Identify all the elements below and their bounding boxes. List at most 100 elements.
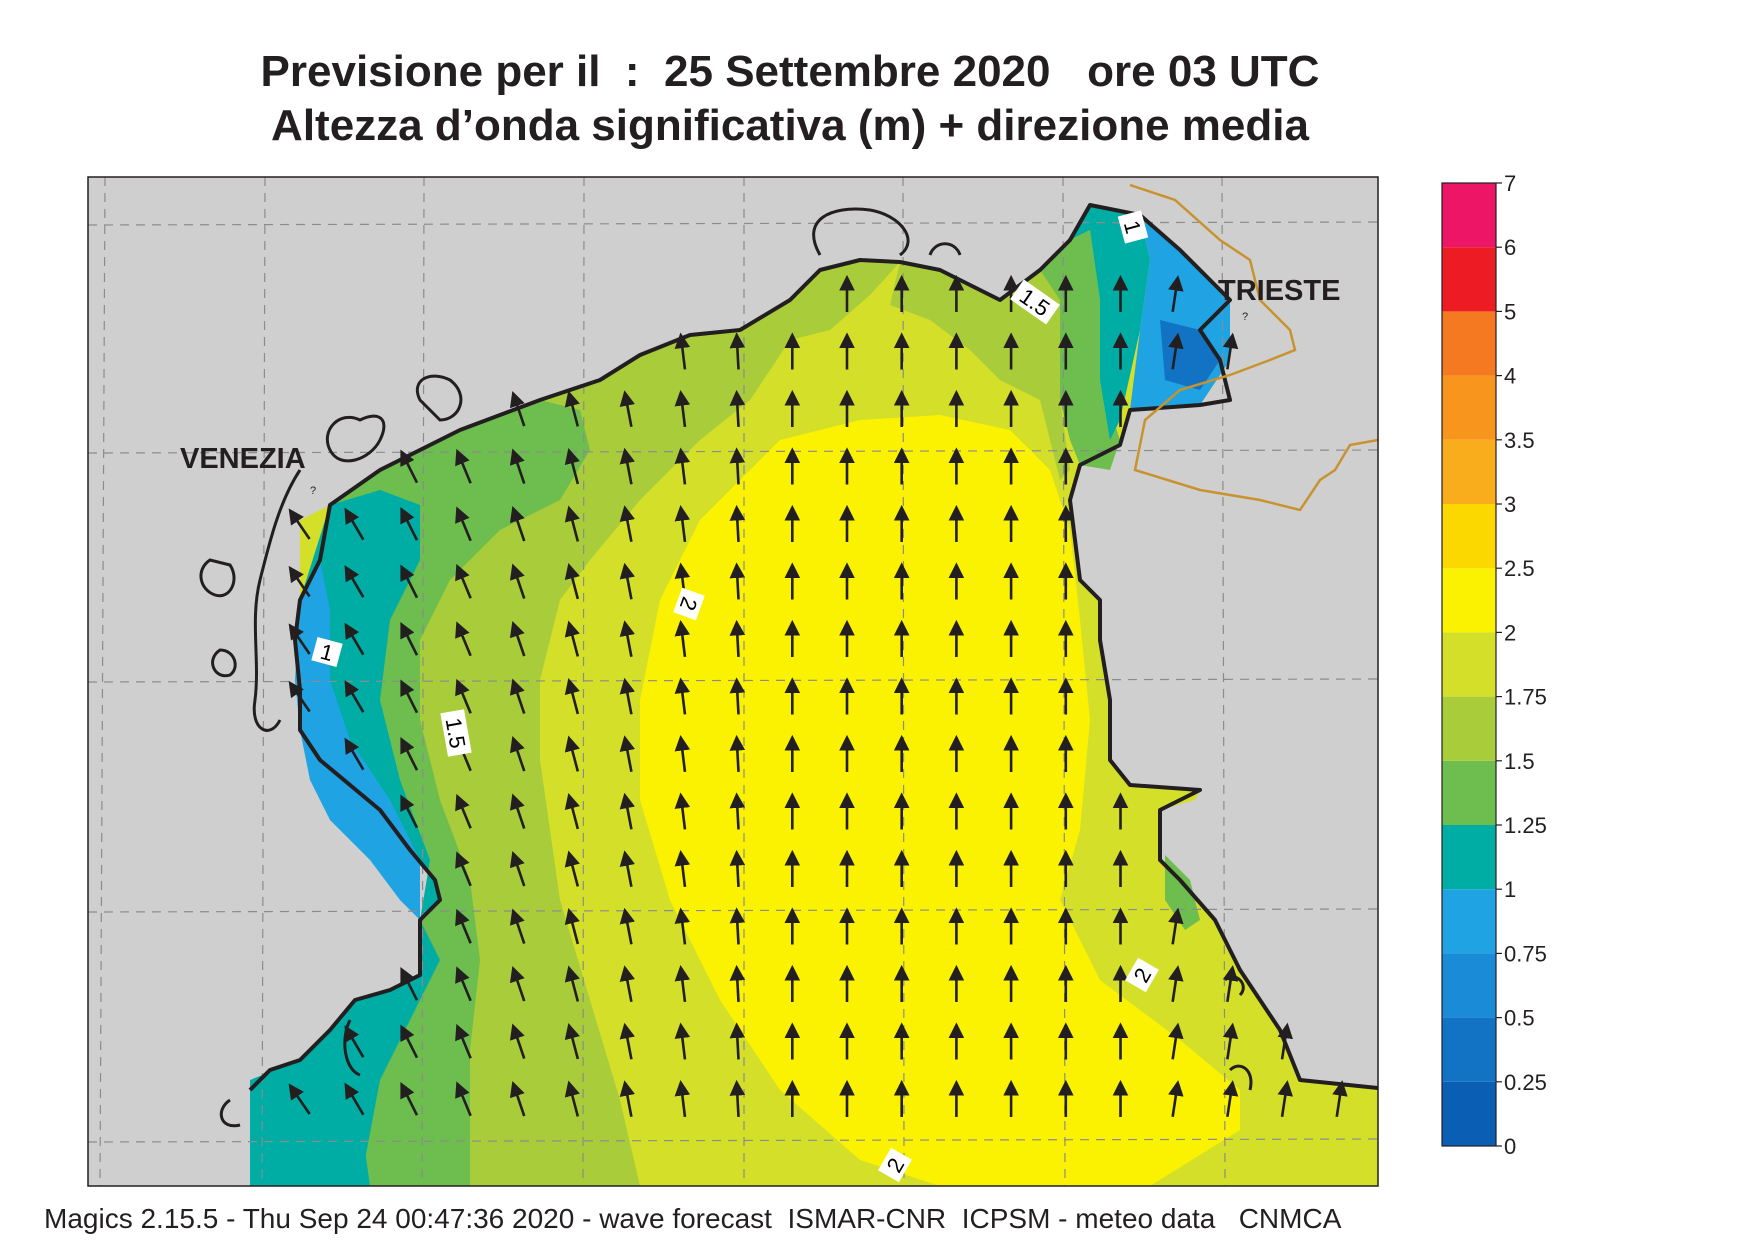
direction-arrow (729, 389, 746, 428)
direction-arrow (619, 447, 636, 485)
direction-arrow (509, 793, 526, 830)
direction-arrow (509, 1023, 526, 1060)
direction-arrow (288, 623, 311, 655)
legend-tick-label: 1.25 (1504, 813, 1547, 838)
direction-arrow (729, 677, 746, 715)
legend-border (1441, 182, 1497, 1147)
direction-arrow (674, 1022, 691, 1060)
legend-tick-label: 1.5 (1504, 749, 1535, 774)
direction-arrow (619, 562, 636, 600)
direction-arrow (619, 792, 636, 830)
direction-arrow (400, 622, 419, 656)
direction-arrow (1168, 907, 1184, 945)
direction-arrow (509, 678, 526, 715)
direction-arrow (674, 332, 691, 370)
direction-arrow (564, 793, 580, 830)
border-line (1129, 183, 1378, 512)
legend-tick-label: 0 (1504, 1134, 1516, 1159)
direction-arrow (619, 735, 636, 772)
direction-arrow (509, 563, 526, 600)
direction-arrow (564, 850, 580, 887)
direction-arrow (455, 563, 472, 599)
direction-arrow (344, 680, 365, 713)
direction-arrow (619, 505, 636, 542)
direction-arrow (455, 966, 472, 1002)
direction-arrow (1168, 965, 1184, 1003)
legend-tick-label: 7 (1504, 171, 1516, 196)
direction-arrow (1168, 275, 1184, 313)
band-1.5-north (890, 262, 1070, 480)
direction-arrow (344, 565, 365, 598)
direction-arrow (509, 908, 526, 945)
direction-arrow (344, 1082, 365, 1116)
direction-arrow (455, 851, 472, 887)
direction-arrow (619, 850, 636, 887)
direction-arrow (1168, 332, 1184, 370)
legend-swatch (1442, 1017, 1496, 1082)
color-legend: 0 0.25 0.5 0.75 1 1.25 1.5 1.75 2 2.5 3 3.5 4 5 6 7 (1441, 171, 1547, 1159)
direction-arrow (729, 964, 746, 1003)
direction-arrow (1222, 332, 1239, 370)
direction-arrow (564, 678, 580, 715)
direction-arrow (674, 390, 691, 428)
legend-swatch (1442, 1081, 1496, 1146)
direction-arrow (400, 564, 419, 599)
legend-swatch (1442, 247, 1496, 312)
direction-arrow (564, 735, 580, 772)
legend-swatch (1442, 568, 1496, 633)
direction-arrow (509, 965, 526, 1002)
legend-swatch (1442, 696, 1496, 761)
direction-arrow (729, 1079, 746, 1118)
direction-arrow (288, 508, 311, 540)
direction-arrow (619, 620, 636, 657)
legend-tick-label: 3 (1504, 492, 1516, 517)
marker-trieste: ? (1242, 311, 1248, 323)
direction-arrow (564, 620, 580, 657)
direction-arrow (455, 506, 472, 542)
direction-arrow (729, 504, 746, 543)
map-frame (87, 176, 1379, 1187)
legend-swatch (1442, 889, 1496, 954)
direction-arrow (400, 507, 419, 541)
direction-arrow (455, 621, 472, 657)
direction-arrow (674, 907, 691, 945)
coastline (248, 203, 1378, 1092)
direction-arrow (729, 332, 746, 370)
direction-arrow (455, 793, 472, 829)
legend-tick-label: 3.5 (1504, 428, 1535, 453)
direction-arrow (564, 390, 580, 427)
legend-tick-label: 2.5 (1504, 556, 1535, 581)
legend-swatch (1442, 375, 1496, 440)
variable-title: Altezza d’onda significativa (m) + direz… (271, 101, 1309, 150)
place-label-venezia: VENEZIA (180, 443, 306, 475)
direction-arrow (1168, 1080, 1184, 1118)
direction-arrow (674, 735, 691, 773)
direction-arrow (674, 792, 691, 830)
direction-arrow (455, 1081, 472, 1117)
direction-arrow (455, 448, 472, 484)
direction-arrow (564, 1080, 580, 1117)
direction-arrow (1222, 1080, 1239, 1118)
direction-arrow (674, 505, 691, 543)
direction-arrow (564, 448, 580, 485)
legend-swatch (1442, 439, 1496, 504)
direction-arrow (729, 849, 746, 888)
direction-arrow (619, 677, 636, 715)
direction-arrow (509, 390, 526, 427)
legend-tick-label: 4 (1504, 364, 1516, 389)
direction-arrow (344, 507, 365, 541)
direction-arrow (619, 1080, 636, 1117)
legend-swatch (1442, 632, 1496, 697)
legend-tick-label: 0.25 (1504, 1070, 1547, 1095)
direction-arrow (619, 390, 636, 427)
band-1-north (1070, 205, 1150, 440)
legend-tick-label: 0.75 (1504, 941, 1547, 966)
direction-arrow (400, 794, 419, 829)
direction-arrow (400, 967, 419, 1001)
legend-tick-label: 0.5 (1504, 1006, 1535, 1031)
direction-arrows (288, 274, 1348, 1118)
lagoon-outlines (199, 207, 1253, 1128)
direction-arrow (1277, 1080, 1293, 1118)
direction-arrow (509, 735, 526, 772)
direction-arrow (674, 965, 691, 1003)
